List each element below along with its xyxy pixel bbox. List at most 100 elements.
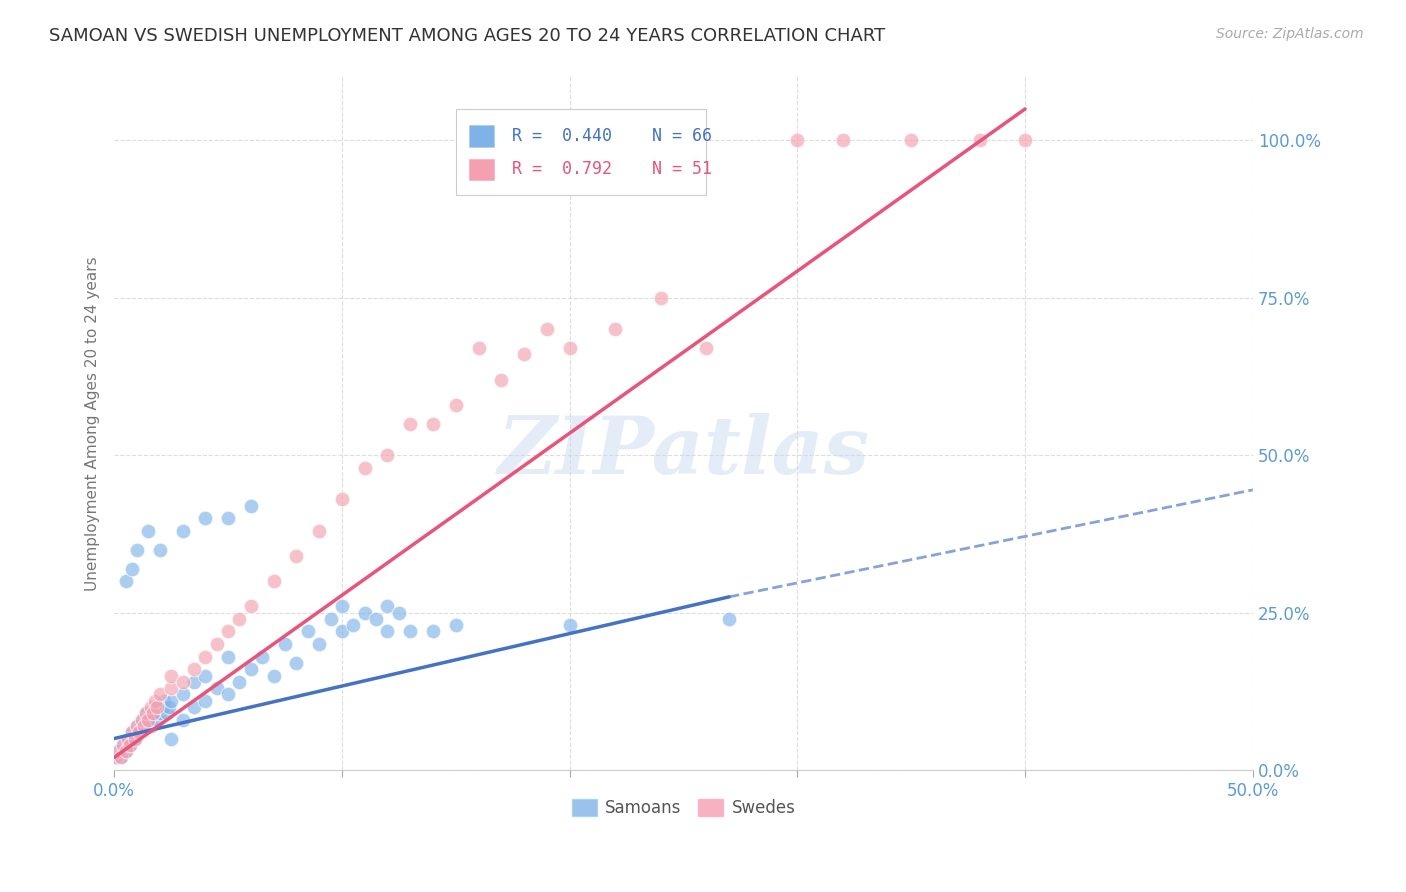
Point (135, 706, 157, 721)
Point (422, 417, 444, 431)
Point (513, 347, 536, 361)
Point (124, 731, 146, 746)
Point (422, 624, 444, 639)
Point (297, 624, 319, 639)
Point (330, 492, 353, 507)
Point (239, 499, 262, 513)
Point (160, 731, 183, 746)
Point (138, 713, 160, 727)
Point (146, 700, 169, 714)
Point (353, 606, 375, 620)
Point (121, 725, 143, 739)
Point (117, 731, 139, 746)
Point (558, 341, 581, 355)
Point (114, 744, 136, 758)
Point (194, 511, 217, 525)
Point (183, 700, 205, 714)
Point (125, 542, 148, 557)
Point (536, 322, 558, 336)
Point (330, 624, 353, 639)
Point (444, 618, 467, 632)
Point (250, 649, 273, 664)
Point (172, 688, 194, 702)
Point (205, 637, 228, 651)
Point (132, 719, 155, 733)
Point (786, 133, 808, 147)
Point (239, 662, 262, 676)
Point (194, 668, 217, 682)
Point (112, 738, 135, 752)
Point (172, 524, 194, 538)
Point (605, 322, 627, 336)
Point (650, 291, 672, 305)
Point (377, 599, 399, 614)
Point (274, 637, 297, 651)
Point (107, 744, 129, 758)
Point (142, 706, 165, 721)
Point (330, 599, 353, 614)
Point (146, 713, 169, 727)
Point (364, 612, 387, 626)
Point (388, 606, 411, 620)
Point (399, 624, 422, 639)
Point (183, 662, 205, 676)
Point (832, 133, 855, 147)
Point (139, 719, 162, 733)
Point (112, 738, 135, 752)
Point (228, 674, 250, 689)
Point (969, 133, 991, 147)
Point (149, 706, 172, 721)
Text: R =  0.440    N = 66: R = 0.440 N = 66 (512, 127, 711, 145)
Point (157, 700, 180, 714)
Point (377, 624, 399, 639)
Point (150, 700, 173, 714)
Point (695, 341, 717, 355)
Point (120, 738, 142, 752)
Point (308, 524, 330, 538)
Point (228, 612, 250, 626)
Point (285, 549, 308, 563)
Text: ZIPatlas: ZIPatlas (498, 413, 869, 491)
Point (125, 719, 148, 733)
Point (1014, 133, 1036, 147)
Point (121, 561, 143, 575)
Point (263, 668, 285, 682)
Point (121, 725, 143, 739)
Point (128, 725, 150, 739)
Point (183, 674, 205, 689)
Point (319, 612, 342, 626)
Point (467, 341, 489, 355)
Point (718, 612, 741, 626)
Point (155, 706, 177, 721)
Point (131, 713, 153, 727)
Point (135, 706, 157, 721)
Point (239, 599, 262, 614)
Point (217, 688, 239, 702)
Point (142, 706, 165, 721)
FancyBboxPatch shape (470, 159, 495, 180)
Point (153, 694, 176, 708)
Point (139, 700, 162, 714)
Point (342, 618, 364, 632)
Point (217, 624, 239, 639)
Point (143, 694, 166, 708)
Point (143, 700, 166, 714)
Point (308, 637, 330, 651)
Point (114, 574, 136, 588)
Point (160, 681, 183, 695)
Point (399, 417, 422, 431)
FancyBboxPatch shape (456, 109, 706, 195)
Point (114, 744, 136, 758)
Point (110, 750, 132, 764)
Y-axis label: Unemployment Among Ages 20 to 24 years: Unemployment Among Ages 20 to 24 years (86, 256, 100, 591)
Point (132, 719, 155, 733)
Point (138, 713, 160, 727)
Text: SAMOAN VS SWEDISH UNEMPLOYMENT AMONG AGES 20 TO 24 YEARS CORRELATION CHART: SAMOAN VS SWEDISH UNEMPLOYMENT AMONG AGE… (49, 27, 886, 45)
Point (107, 744, 129, 758)
Point (491, 373, 513, 387)
Point (160, 668, 183, 682)
Point (377, 448, 399, 462)
Point (128, 725, 150, 739)
Point (124, 731, 146, 746)
Point (263, 574, 285, 588)
